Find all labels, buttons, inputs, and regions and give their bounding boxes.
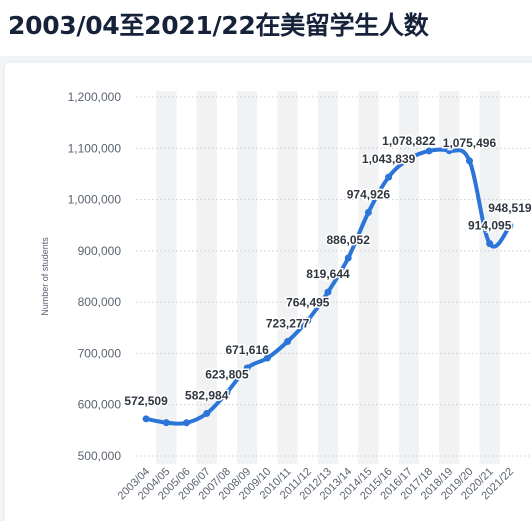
data-label: 948,519 [488, 201, 532, 215]
data-point [243, 364, 251, 372]
column-band [479, 91, 500, 464]
data-point [223, 389, 231, 397]
column-band [277, 91, 298, 464]
column-band [398, 91, 419, 464]
data-point [284, 337, 292, 345]
data-label: 582,984 [185, 388, 229, 402]
data-label: 764,495 [286, 295, 330, 309]
data-label: 1,075,496 [443, 136, 497, 150]
y-tick-label: 1,100,000 [68, 141, 122, 155]
column-band [358, 91, 379, 464]
data-point [324, 288, 332, 296]
y-axis-label: Number of students [40, 237, 50, 316]
data-point [364, 208, 372, 216]
data-point [142, 415, 150, 423]
data-point [183, 419, 191, 427]
data-point [425, 147, 433, 155]
data-point [263, 354, 271, 362]
y-axis-ticks: 500,000 600,000 700,000 800,000 900,000 1,000… [68, 90, 122, 463]
y-tick-label: 800,000 [78, 295, 122, 309]
data-point [465, 157, 473, 165]
data-label: 671,616 [225, 343, 269, 357]
column-band [439, 91, 460, 464]
page-title: 2003/04至2021/22在美留学生人数 [8, 11, 429, 40]
y-tick-label: 1,000,000 [68, 193, 122, 207]
y-tick-label: 500,000 [78, 449, 122, 463]
data-point [304, 316, 312, 324]
column-band [196, 91, 217, 464]
data-label: 572,509 [124, 394, 168, 408]
y-tick-label: 600,000 [78, 398, 122, 412]
data-label: 623,805 [205, 368, 249, 382]
data-point [486, 240, 494, 248]
data-labels: 572,509 582,984 623,805 671,616 723,277 764,4… [123, 133, 532, 410]
y-tick-label: 700,000 [78, 346, 122, 360]
data-point [162, 419, 170, 427]
column-band [317, 91, 339, 464]
data-point [203, 409, 211, 417]
data-label: 723,277 [266, 316, 310, 330]
data-label: 886,052 [327, 233, 371, 247]
column-band [237, 91, 258, 464]
data-label: 914,095 [468, 219, 512, 233]
data-label: 1,078,822 [382, 134, 436, 148]
y-tick-label: 1,200,000 [68, 90, 122, 104]
data-label: 974,926 [347, 187, 391, 201]
column-band [156, 91, 177, 464]
y-tick-label: 900,000 [78, 244, 122, 258]
data-label: 819,644 [306, 267, 350, 281]
data-point [445, 147, 453, 155]
data-point [506, 222, 514, 230]
data-point [405, 155, 413, 163]
data-point [385, 173, 393, 181]
data-points [142, 147, 514, 427]
data-point [344, 254, 352, 262]
data-label: 1,043,839 [362, 152, 416, 166]
